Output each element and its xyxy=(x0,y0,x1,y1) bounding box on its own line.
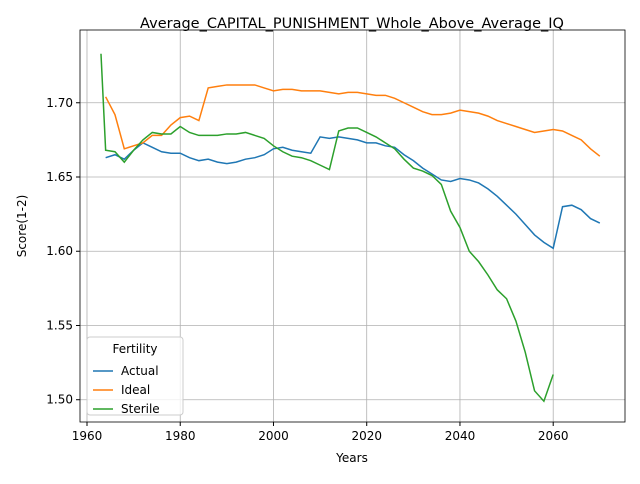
data-line xyxy=(104,84,601,157)
x-tick-label: 2060 xyxy=(538,429,569,443)
y-tick-label: 1.70 xyxy=(46,96,73,110)
y-axis-label: Score(1-2) xyxy=(15,195,29,258)
legend-box xyxy=(86,336,184,416)
x-tick-label: 2040 xyxy=(445,429,476,443)
x-tick-label: 1980 xyxy=(165,429,196,443)
y-tick-label: 1.55 xyxy=(46,318,73,332)
data-line xyxy=(100,53,554,403)
y-tick-label: 1.60 xyxy=(46,244,73,258)
legend-label: Ideal xyxy=(121,383,150,397)
x-tick-label: 2020 xyxy=(351,429,382,443)
y-tick-label: 1.50 xyxy=(46,393,73,407)
data-line xyxy=(105,136,601,250)
plot-frame xyxy=(79,29,626,423)
y-tick-label: 1.65 xyxy=(46,170,73,184)
x-axis-label: Years xyxy=(335,451,368,465)
x-tick-label: 1960 xyxy=(72,429,103,443)
legend-label: Sterile xyxy=(121,402,160,416)
legend-label: Actual xyxy=(121,364,159,378)
legend-title: Fertility xyxy=(112,342,157,356)
chart-title: Average_CAPITAL_PUNISHMENT_Whole_Above_A… xyxy=(140,16,564,32)
x-tick-label: 2000 xyxy=(258,429,289,443)
